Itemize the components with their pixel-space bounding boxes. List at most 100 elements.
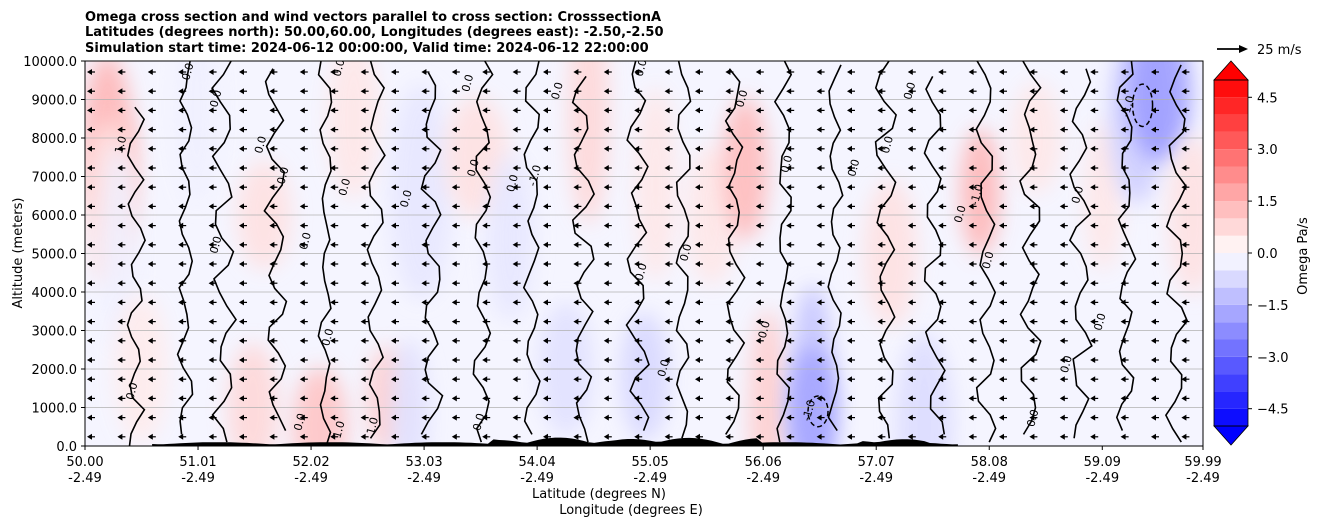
wind-vector xyxy=(299,414,305,421)
wind-vector xyxy=(907,376,913,383)
wind-vector xyxy=(117,299,123,306)
wind-vector xyxy=(1029,145,1035,152)
x-tick-lon-label-0: -2.49 xyxy=(68,471,102,486)
wind-vector xyxy=(421,107,427,114)
contour-line-1 xyxy=(176,61,194,435)
wind-vectors xyxy=(87,69,1190,440)
wind-vector xyxy=(1029,107,1035,114)
wind-vector xyxy=(573,126,579,133)
wind-vector xyxy=(1151,299,1156,306)
wind-vector xyxy=(451,241,457,248)
wind-vector xyxy=(695,433,700,440)
wind-vector xyxy=(239,241,244,248)
wind-vector xyxy=(482,261,488,267)
y-tick-label-8: 8000.0 xyxy=(32,132,78,147)
wind-vector xyxy=(1151,261,1156,267)
wind-vector xyxy=(907,241,913,248)
wind-vector xyxy=(725,433,731,440)
wind-vector xyxy=(664,357,670,363)
wind-vector xyxy=(938,357,944,363)
contour-label-30: 0.0 xyxy=(879,135,896,155)
wind-vector xyxy=(543,203,548,210)
wind-vector xyxy=(360,433,366,440)
wind-vector xyxy=(695,203,700,210)
wind-vector xyxy=(421,414,427,421)
wind-vector xyxy=(1151,107,1156,114)
wind-vector xyxy=(512,433,518,440)
wind-vector xyxy=(816,165,822,171)
wind-vector xyxy=(1090,376,1096,383)
omega-patch-23 xyxy=(787,347,838,446)
wind-vector xyxy=(1090,145,1096,152)
wind-vector xyxy=(1151,337,1156,344)
wind-vector xyxy=(816,241,822,248)
wind-vector xyxy=(512,222,518,229)
wind-vector xyxy=(269,337,275,344)
wind-vector xyxy=(1029,88,1035,95)
x-tick-lon-label-3: -2.49 xyxy=(407,471,441,486)
contour-labels: 1.0 0.0 0.0 0.0 0.0 0.0 0.0 0.0 0.0 0.0 0.0 0.0 1.0 1… xyxy=(112,58,1137,440)
wind-vector xyxy=(87,280,92,287)
wind-vector xyxy=(755,88,761,95)
wind-vector xyxy=(269,433,275,440)
wind-vector xyxy=(755,241,761,248)
wind-vector xyxy=(543,126,548,133)
wind-vector xyxy=(1090,280,1096,287)
wind-vector xyxy=(178,433,184,440)
vector-key-label: 25 m/s xyxy=(1257,43,1302,58)
wind-vector xyxy=(87,69,92,75)
wind-vector xyxy=(208,433,214,440)
wind-vector xyxy=(877,318,883,325)
contour-negative-1 xyxy=(1131,83,1154,128)
wind-vector xyxy=(755,337,761,344)
wind-vector xyxy=(573,299,579,306)
omega-patch-9 xyxy=(327,61,380,198)
x-tick-lon-label-4: -2.49 xyxy=(520,471,554,486)
omega-patch-17 xyxy=(620,312,669,441)
contour-label-26: 0.0 xyxy=(756,319,773,339)
wind-vector xyxy=(239,433,244,440)
wind-vector xyxy=(239,395,244,402)
wind-vector xyxy=(725,299,731,306)
wind-vector xyxy=(1059,126,1065,133)
contour-line-13 xyxy=(773,61,793,443)
wind-vector xyxy=(421,433,427,440)
colorbar-tick-label-3: 0.0 xyxy=(1257,247,1278,262)
wind-vector xyxy=(208,107,214,114)
wind-vector xyxy=(603,222,609,229)
wind-vector xyxy=(482,241,488,248)
wind-vector xyxy=(208,261,214,267)
contour-label-21: 0.0 xyxy=(633,58,650,78)
wind-vector xyxy=(421,299,427,306)
wind-vector xyxy=(847,69,852,75)
wind-vector xyxy=(299,184,305,191)
wind-vector xyxy=(512,88,518,95)
contour-label-31: 0.0 xyxy=(901,81,918,101)
wind-vector xyxy=(87,145,92,152)
wind-vector xyxy=(938,414,944,421)
wind-vector xyxy=(847,126,852,133)
wind-vector xyxy=(269,222,275,229)
omega-patch-28 xyxy=(1084,121,1123,271)
wind-vector xyxy=(1059,337,1065,344)
wind-vector xyxy=(178,69,184,75)
wind-vector xyxy=(147,337,153,344)
wind-vector xyxy=(147,357,153,363)
wind-vector xyxy=(999,69,1004,75)
wind-vector xyxy=(877,203,883,210)
wind-vector xyxy=(299,299,305,306)
wind-vector xyxy=(330,126,336,133)
colorbar-extend-min xyxy=(1213,425,1249,446)
wind-vector xyxy=(603,318,609,325)
contour-label-22: 0.0 xyxy=(633,262,650,282)
x-tick-lon-label-1: -2.49 xyxy=(181,471,215,486)
wind-vector xyxy=(451,107,457,114)
omega-patch-20 xyxy=(722,97,769,240)
wind-vector xyxy=(330,241,336,248)
wind-vector xyxy=(877,357,883,363)
wind-vector xyxy=(664,184,670,191)
wind-vector xyxy=(725,357,731,363)
wind-vector xyxy=(512,203,518,210)
wind-vector xyxy=(117,165,123,171)
